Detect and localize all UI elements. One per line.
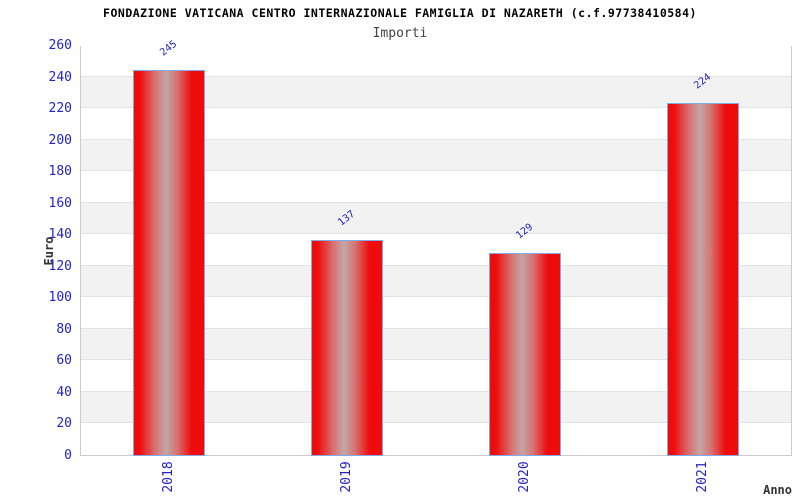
bar-2019: [311, 239, 383, 456]
bar-2018: [133, 69, 205, 456]
gridline: [81, 296, 791, 298]
y-tick-label: 200: [48, 132, 72, 148]
y-tick-label: 60: [56, 353, 72, 369]
y-tick-label: 80: [56, 321, 72, 337]
x-tick-label: 2020: [517, 461, 532, 493]
chart-title: FONDAZIONE VATICANA CENTRO INTERNAZIONAL…: [103, 6, 697, 20]
y-tick-label: 180: [48, 164, 72, 180]
gridline: [81, 422, 791, 424]
y-tick-label: 140: [48, 227, 72, 243]
gridline: [81, 390, 791, 392]
y-tick-label: 20: [56, 416, 72, 432]
gridline: [81, 107, 791, 109]
gridline: [81, 138, 791, 140]
chart-subtitle: Importi: [372, 26, 428, 41]
gridline: [81, 75, 791, 77]
y-tick-label: 40: [56, 384, 72, 400]
gridline: [81, 359, 791, 361]
bar-2021: [667, 102, 739, 456]
x-tick-label: 2018: [161, 461, 176, 493]
y-tick-label: 160: [48, 195, 72, 211]
x-tick-label: 2019: [339, 461, 354, 493]
y-tick-label: 260: [48, 38, 72, 53]
gridline: [81, 233, 791, 235]
y-tick-label: 0: [64, 448, 72, 463]
bar-2020: [489, 252, 561, 456]
y-tick-label: 240: [48, 69, 72, 85]
gridline: [81, 327, 791, 329]
gridline: [81, 264, 791, 266]
y-tick-label: 220: [48, 101, 72, 117]
x-axis-title: Anno: [763, 483, 792, 497]
x-tick-label: 2021: [695, 461, 710, 493]
gridline: [81, 170, 791, 172]
gridline: [81, 201, 791, 203]
y-tick-label: 120: [48, 258, 72, 274]
y-tick-label: 100: [48, 290, 72, 306]
